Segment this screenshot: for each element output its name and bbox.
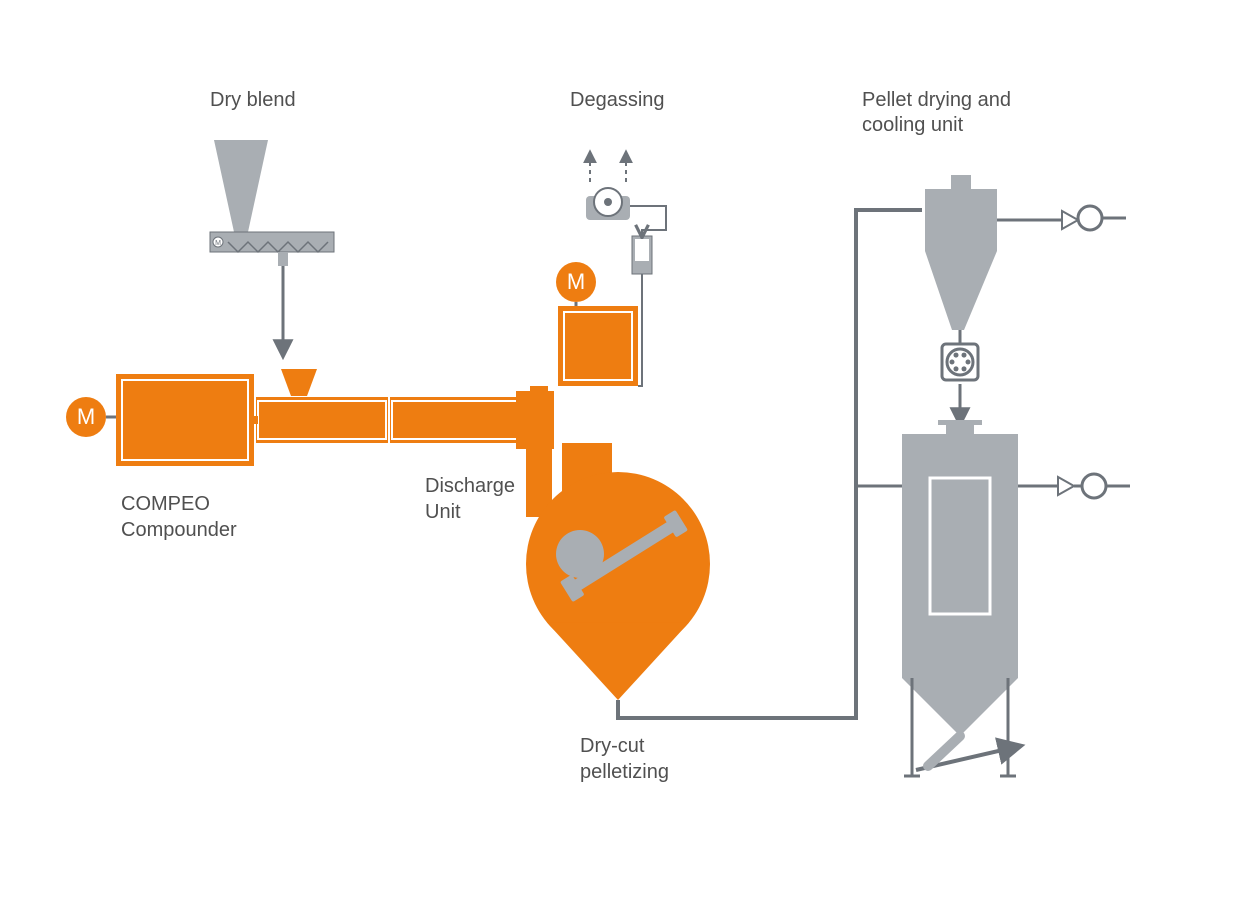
label-discharge-l2: Unit — [425, 500, 461, 525]
label-pellet-drying-l2: cooling unit — [862, 113, 963, 138]
label-discharge-l1: Discharge — [425, 474, 515, 499]
label-dry-blend: Dry blend — [210, 88, 296, 113]
label-drycut-l1: Dry-cut — [580, 734, 644, 759]
blower-icon — [1078, 206, 1102, 230]
cyclone-body — [925, 189, 997, 251]
label-degassing: Degassing — [570, 88, 665, 113]
svg-text:M: M — [567, 269, 585, 294]
cooling-vessel — [902, 434, 1018, 678]
feed-hopper — [214, 140, 268, 232]
compounder-hopper — [281, 369, 317, 396]
label-compeo-l1: COMPEO — [121, 492, 210, 517]
svg-text:M: M — [77, 404, 95, 429]
label-pellet-drying-l1: Pellet drying and — [862, 88, 1011, 113]
label-compeo-l2: Compounder — [121, 518, 237, 543]
svg-text:M: M — [215, 240, 221, 247]
blower-icon — [1082, 474, 1106, 498]
label-drycut-l2: pelletizing — [580, 760, 669, 785]
